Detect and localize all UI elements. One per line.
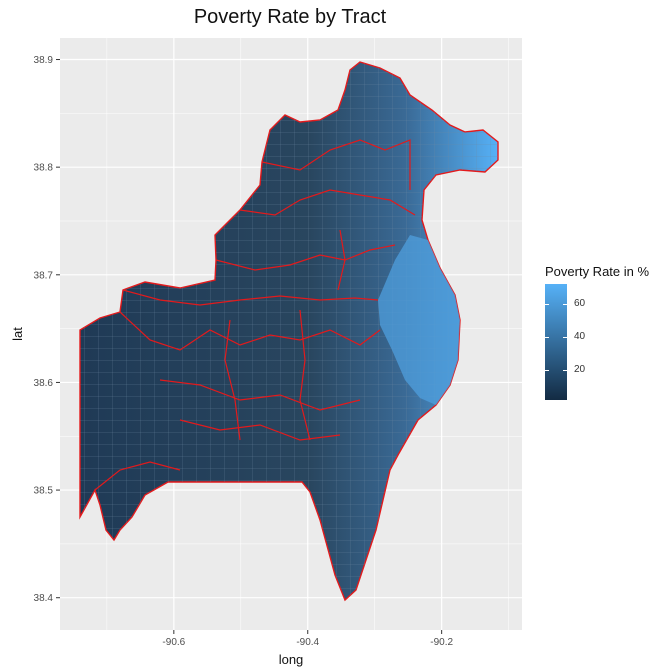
county-map bbox=[79, 61, 499, 602]
legend-tick bbox=[563, 337, 567, 339]
tract-boundaries bbox=[80, 62, 498, 600]
y-tick-label: 38.5 bbox=[34, 486, 54, 497]
x-tick-label: -90.6 bbox=[162, 637, 185, 648]
city-tracts bbox=[378, 235, 460, 405]
y-tick-label: 38.6 bbox=[34, 378, 54, 389]
legend-tick bbox=[563, 303, 567, 305]
y-tick-label: 38.8 bbox=[34, 163, 54, 174]
legend-title: Poverty Rate in % bbox=[545, 264, 650, 279]
municipal-boundaries bbox=[94, 139, 416, 491]
legend-label: 40 bbox=[574, 331, 586, 343]
x-axis-title: long bbox=[279, 652, 304, 667]
x-tick-label: -90.2 bbox=[430, 637, 453, 648]
chart-title: Poverty Rate by Tract bbox=[193, 6, 387, 28]
legend-label: 60 bbox=[574, 297, 586, 309]
legend-label: 20 bbox=[574, 364, 586, 376]
y-tick-label: 38.4 bbox=[34, 593, 54, 604]
legend-tick bbox=[545, 303, 549, 305]
legend-tick bbox=[563, 370, 567, 372]
axes: -90.6 -90.4 -90.2 38.9 38.8 38.7 38.6 38.5 38.4 bbox=[34, 55, 454, 648]
y-axis-title: lat bbox=[10, 327, 25, 341]
legend-colorbar bbox=[545, 284, 567, 400]
legend-tick bbox=[545, 337, 549, 339]
legend-tick bbox=[545, 370, 549, 372]
x-tick-label: -90.4 bbox=[296, 637, 319, 648]
y-tick-label: 38.7 bbox=[34, 270, 54, 281]
y-tick-label: 38.9 bbox=[34, 55, 54, 66]
